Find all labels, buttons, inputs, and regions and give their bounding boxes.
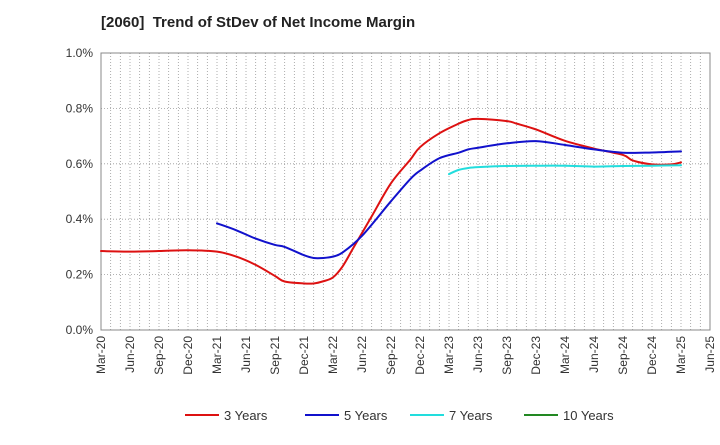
legend-label-5-years: 5 Years xyxy=(344,408,388,423)
x-tick-label: Sep-20 xyxy=(152,336,166,375)
x-tick-label: Mar-20 xyxy=(94,336,108,374)
x-tick-label: Mar-22 xyxy=(326,336,340,374)
x-tick-label: Dec-20 xyxy=(181,336,195,375)
x-tick-label: Sep-24 xyxy=(616,336,630,375)
series-line-5-years xyxy=(216,140,682,260)
legend-label-10-years: 10 Years xyxy=(563,408,614,423)
legend-label-7-years: 7 Years xyxy=(449,408,493,423)
x-tick-label: Dec-21 xyxy=(297,336,311,375)
x-tick-label: Jun-24 xyxy=(587,336,601,373)
y-tick-label: 1.0% xyxy=(66,46,94,60)
y-tick-label: 0.6% xyxy=(66,157,94,171)
x-tick-label: Sep-22 xyxy=(384,336,398,375)
legend-label-3-years: 3 Years xyxy=(224,408,268,423)
x-tick-label: Mar-24 xyxy=(558,336,572,374)
x-tick-label: Sep-23 xyxy=(500,336,514,375)
series-line-3-years xyxy=(100,117,682,285)
chart-title: [2060] Trend of StDev of Net Income Marg… xyxy=(101,14,416,31)
y-tick-label: 0.4% xyxy=(66,212,94,226)
x-tick-label: Jun-22 xyxy=(355,336,369,373)
x-tick-label: Dec-23 xyxy=(529,336,543,375)
x-tick-label: Jun-21 xyxy=(239,336,253,373)
x-tick-label: Jun-20 xyxy=(123,336,137,373)
y-tick-label: 0.0% xyxy=(66,323,94,337)
x-tick-label: Jun-25 xyxy=(703,336,717,373)
plot-border xyxy=(100,52,711,331)
plot-area xyxy=(101,53,710,330)
x-tick-label: Dec-22 xyxy=(413,336,427,375)
x-tick-label: Mar-25 xyxy=(674,336,688,374)
x-tick-label: Dec-24 xyxy=(645,336,659,375)
series-line-7-years xyxy=(448,164,682,176)
x-tick-label: Mar-21 xyxy=(210,336,224,374)
y-tick-label: 0.2% xyxy=(66,268,94,282)
y-tick-label: 0.8% xyxy=(66,101,94,115)
x-tick-label: Mar-23 xyxy=(442,336,456,374)
x-tick-label: Sep-21 xyxy=(268,336,282,375)
x-tick-label: Jun-23 xyxy=(471,336,485,373)
